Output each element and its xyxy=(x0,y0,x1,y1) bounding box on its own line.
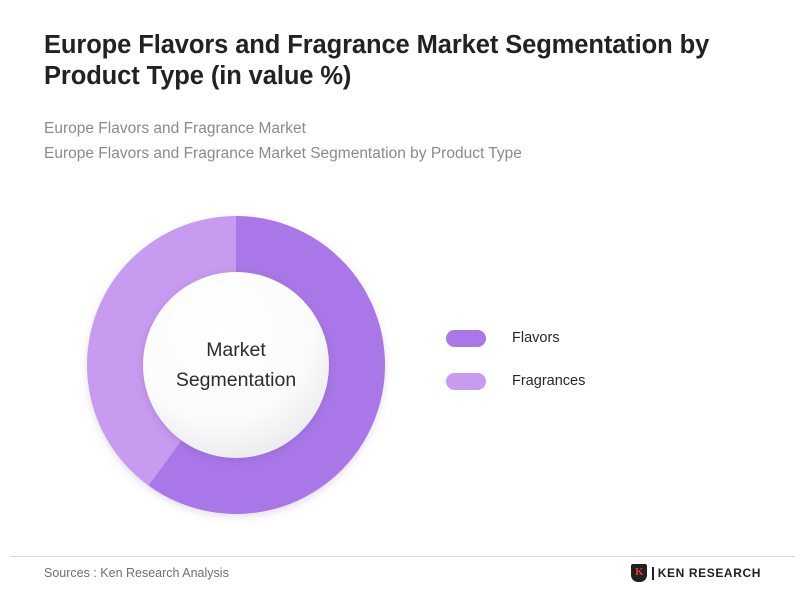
brand-divider xyxy=(652,566,654,580)
donut-slice-flavors[interactable] xyxy=(148,216,385,514)
donut-center-hub xyxy=(143,272,329,458)
donut-svg xyxy=(87,216,385,514)
legend-swatch-flavors xyxy=(446,329,486,347)
brand-name: KEN RESEARCH xyxy=(657,566,761,580)
legend-item-flavors[interactable]: Flavors xyxy=(446,323,585,353)
subtitle-block: Europe Flavors and Fragrance Market Euro… xyxy=(44,116,744,166)
subtitle-line-1: Europe Flavors and Fragrance Market xyxy=(44,120,306,137)
chart-area: Market Segmentation Flavors Fragrances xyxy=(0,195,805,540)
footer-divider xyxy=(10,556,795,557)
chart-legend: Flavors Fragrances xyxy=(446,323,585,409)
page-title: Europe Flavors and Fragrance Market Segm… xyxy=(44,31,710,90)
legend-swatch-fragrances xyxy=(446,372,486,390)
subtitle-line-2: Europe Flavors and Fragrance Market Segm… xyxy=(44,145,522,162)
brand-mark-letter: K xyxy=(635,566,644,578)
legend-label-flavors: Flavors xyxy=(512,330,560,346)
header: Europe Flavors and Fragrance Market Segm… xyxy=(44,30,744,166)
brand-logo: K KEN RESEARCH xyxy=(631,564,761,582)
donut-slice-fragrances[interactable] xyxy=(87,216,236,486)
donut-slices xyxy=(87,216,385,514)
source-text: Sources : Ken Research Analysis xyxy=(44,566,229,580)
legend-item-fragrances[interactable]: Fragrances xyxy=(446,366,585,396)
donut-chart: Market Segmentation xyxy=(86,215,386,515)
footer: Sources : Ken Research Analysis K KEN RE… xyxy=(0,562,805,604)
legend-label-fragrances: Fragrances xyxy=(512,373,586,389)
shield-icon: K xyxy=(631,564,648,582)
